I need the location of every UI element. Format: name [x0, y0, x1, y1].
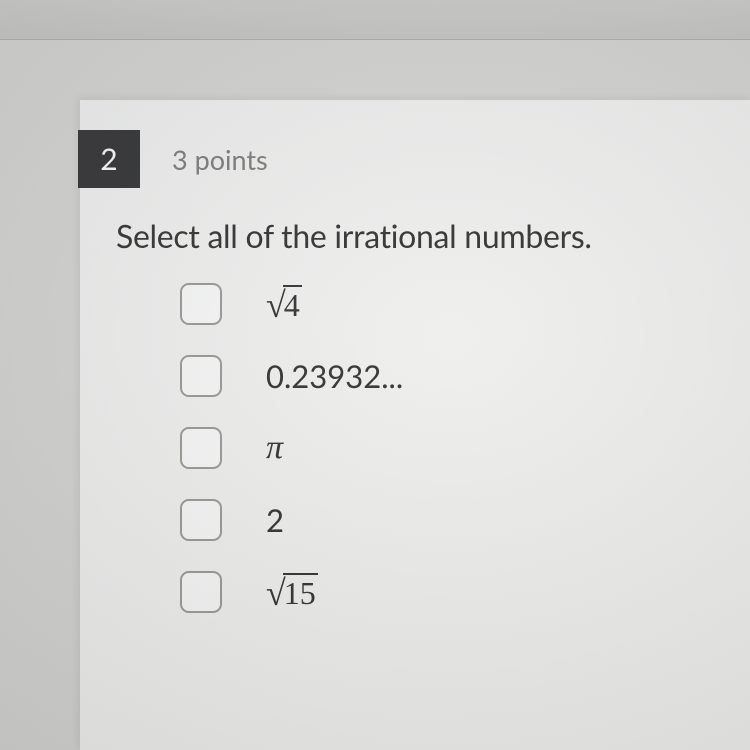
option-row: √ 15	[180, 571, 750, 613]
option-label-pi: π	[266, 429, 283, 467]
option-checkbox-5[interactable]	[180, 571, 222, 613]
option-checkbox-3[interactable]	[180, 427, 222, 469]
points-label: 3 points	[172, 143, 268, 176]
pi-symbol: π	[266, 429, 283, 467]
option-label-decimal: 0.23932...	[266, 357, 403, 395]
option-row: √ 4	[180, 283, 750, 325]
radical-symbol: √	[266, 575, 286, 611]
question-number-text: 2	[100, 141, 117, 177]
question-header: 2 3 points	[80, 130, 750, 188]
browser-top-bar	[0, 0, 750, 40]
sqrt-icon: √ 15	[266, 573, 318, 612]
sqrt-icon: √ 4	[266, 285, 302, 324]
question-number-badge: 2	[78, 130, 140, 188]
option-checkbox-4[interactable]	[180, 499, 222, 541]
option-checkbox-2[interactable]	[180, 355, 222, 397]
option-row: π	[180, 427, 750, 469]
question-card: 2 3 points Select all of the irrational …	[80, 100, 750, 750]
option-label-sqrt15: √ 15	[266, 573, 318, 612]
question-prompt: Select all of the irrational numbers.	[116, 216, 750, 255]
option-checkbox-1[interactable]	[180, 283, 222, 325]
option-row: 2	[180, 499, 750, 541]
option-row: 0.23932...	[180, 355, 750, 397]
radicand-value: 15	[283, 573, 318, 612]
radical-symbol: √	[266, 287, 286, 323]
options-list: √ 4 0.23932... π 2 √ 15	[180, 283, 750, 613]
option-label-two: 2	[266, 501, 284, 539]
option-label-sqrt4: √ 4	[266, 285, 302, 324]
